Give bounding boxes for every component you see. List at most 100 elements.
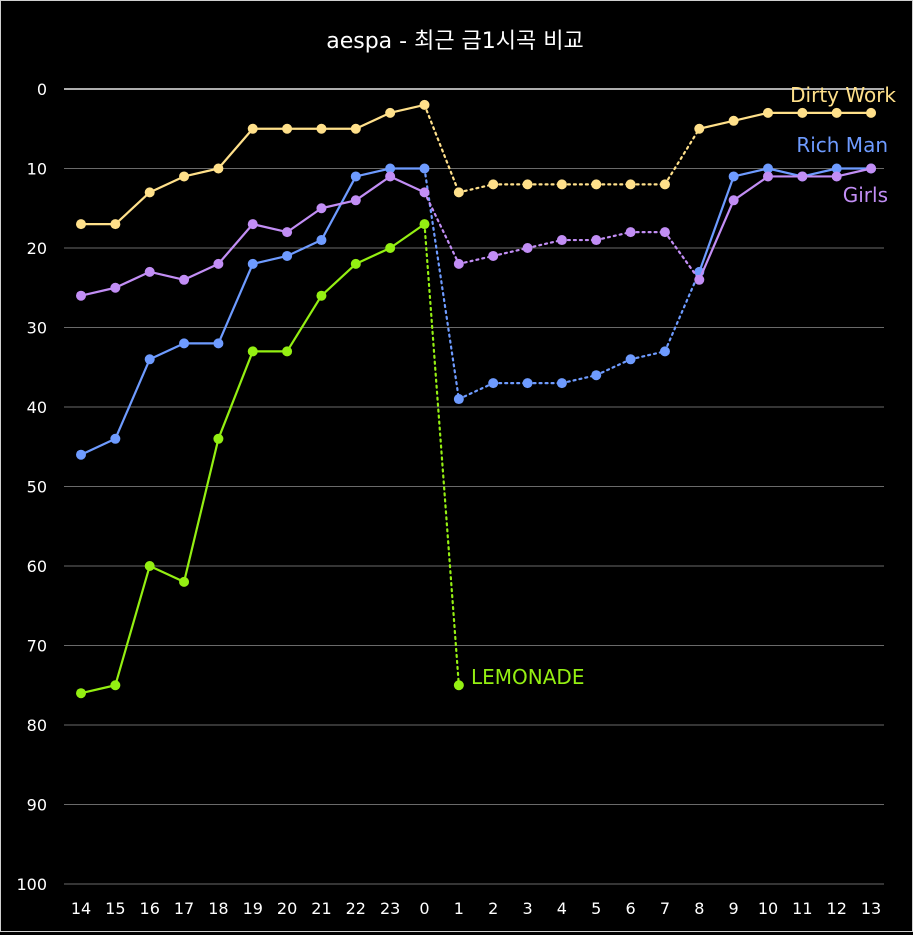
data-point xyxy=(385,163,396,174)
data-point xyxy=(179,274,190,285)
data-point xyxy=(728,115,739,126)
x-tick-label: 1 xyxy=(454,899,464,918)
data-point xyxy=(110,433,121,444)
chart-title: aespa - 최근 금1시곡 비교 xyxy=(326,29,584,54)
data-point xyxy=(728,171,739,182)
data-point xyxy=(625,354,636,365)
data-point xyxy=(76,290,86,301)
data-point xyxy=(316,235,327,246)
data-point xyxy=(831,163,842,174)
series-dirty-work xyxy=(76,99,877,230)
series-segment xyxy=(149,565,185,583)
series-segment xyxy=(321,199,357,210)
x-tick-label: 16 xyxy=(140,899,160,918)
series-labels: Dirty Work Rich Man Girls LEMONADE xyxy=(471,83,896,689)
data-point xyxy=(419,163,430,174)
x-tick-label: 22 xyxy=(346,899,366,918)
series-segment xyxy=(423,103,460,194)
data-point xyxy=(316,123,327,134)
series-segment xyxy=(114,191,151,225)
series-segment xyxy=(320,175,357,241)
x-tick-label: 0 xyxy=(419,899,429,918)
y-axis-ticks: 0 10 20 30 40 50 60 70 80 90 100 xyxy=(16,80,47,894)
series-segment xyxy=(183,167,219,178)
data-point xyxy=(282,250,293,261)
data-point xyxy=(247,123,258,134)
series-segment xyxy=(423,191,460,265)
series-segment xyxy=(183,262,219,281)
data-point xyxy=(488,250,499,261)
x-tick-label: 17 xyxy=(174,899,194,918)
data-point xyxy=(831,171,842,182)
series-segment xyxy=(663,127,701,186)
series-segment xyxy=(355,167,391,178)
series-lemonade xyxy=(76,219,464,699)
series-segment xyxy=(80,437,116,456)
data-point xyxy=(453,187,464,198)
series-segment xyxy=(389,223,426,249)
series-segment xyxy=(733,175,769,202)
series-segment xyxy=(114,270,151,289)
y-tick-label: 20 xyxy=(27,239,47,258)
data-point xyxy=(213,338,224,349)
data-point xyxy=(110,219,121,230)
x-tick-label: 23 xyxy=(380,899,400,918)
x-tick-label: 9 xyxy=(729,899,739,918)
data-point xyxy=(385,243,396,253)
data-point xyxy=(76,449,86,460)
series-segment xyxy=(389,175,425,194)
y-tick-label: 10 xyxy=(27,160,47,179)
data-point xyxy=(316,203,327,214)
series-segment xyxy=(595,231,632,242)
x-tick-label: 7 xyxy=(660,899,670,918)
data-point xyxy=(488,179,499,190)
series-segment xyxy=(217,223,254,265)
series-segment xyxy=(663,231,701,281)
data-point xyxy=(522,243,533,253)
data-point xyxy=(831,107,842,118)
data-point xyxy=(728,195,739,206)
data-point xyxy=(522,378,533,389)
x-tick-label: 15 xyxy=(105,899,125,918)
series-girls xyxy=(76,163,877,301)
data-point xyxy=(110,282,121,293)
x-tick-label: 3 xyxy=(522,899,532,918)
data-point xyxy=(694,123,705,134)
data-point xyxy=(350,258,361,269)
data-point xyxy=(591,370,602,381)
data-point xyxy=(179,338,190,349)
series-segment xyxy=(252,254,288,265)
data-point xyxy=(625,227,636,238)
series-segment xyxy=(114,358,151,440)
series-segment xyxy=(320,263,357,297)
series-label-rich-man: Rich Man xyxy=(796,133,888,157)
series-segment xyxy=(457,254,495,265)
data-point xyxy=(76,219,86,230)
series-segment xyxy=(217,263,254,344)
series-segment xyxy=(698,199,735,281)
data-point xyxy=(419,219,430,230)
series-segment xyxy=(423,223,460,687)
data-point xyxy=(213,163,224,174)
series-segment xyxy=(355,175,391,202)
series-segment xyxy=(355,111,391,130)
y-tick-label: 60 xyxy=(27,557,47,576)
data-point xyxy=(763,171,773,182)
data-point xyxy=(247,346,258,357)
data-point xyxy=(350,123,361,134)
series-segment xyxy=(114,565,151,686)
x-tick-label: 20 xyxy=(277,899,297,918)
data-point xyxy=(556,378,567,389)
x-tick-label: 18 xyxy=(208,899,228,918)
data-point xyxy=(419,99,430,110)
data-point xyxy=(659,179,670,190)
data-point xyxy=(488,378,499,389)
data-point xyxy=(453,394,464,405)
series-segment xyxy=(492,246,529,258)
series-label-girls: Girls xyxy=(843,183,888,207)
data-point xyxy=(591,235,602,246)
data-point xyxy=(110,680,121,691)
series-segment xyxy=(217,350,254,440)
y-tick-label: 90 xyxy=(27,796,47,815)
data-point xyxy=(350,195,361,206)
